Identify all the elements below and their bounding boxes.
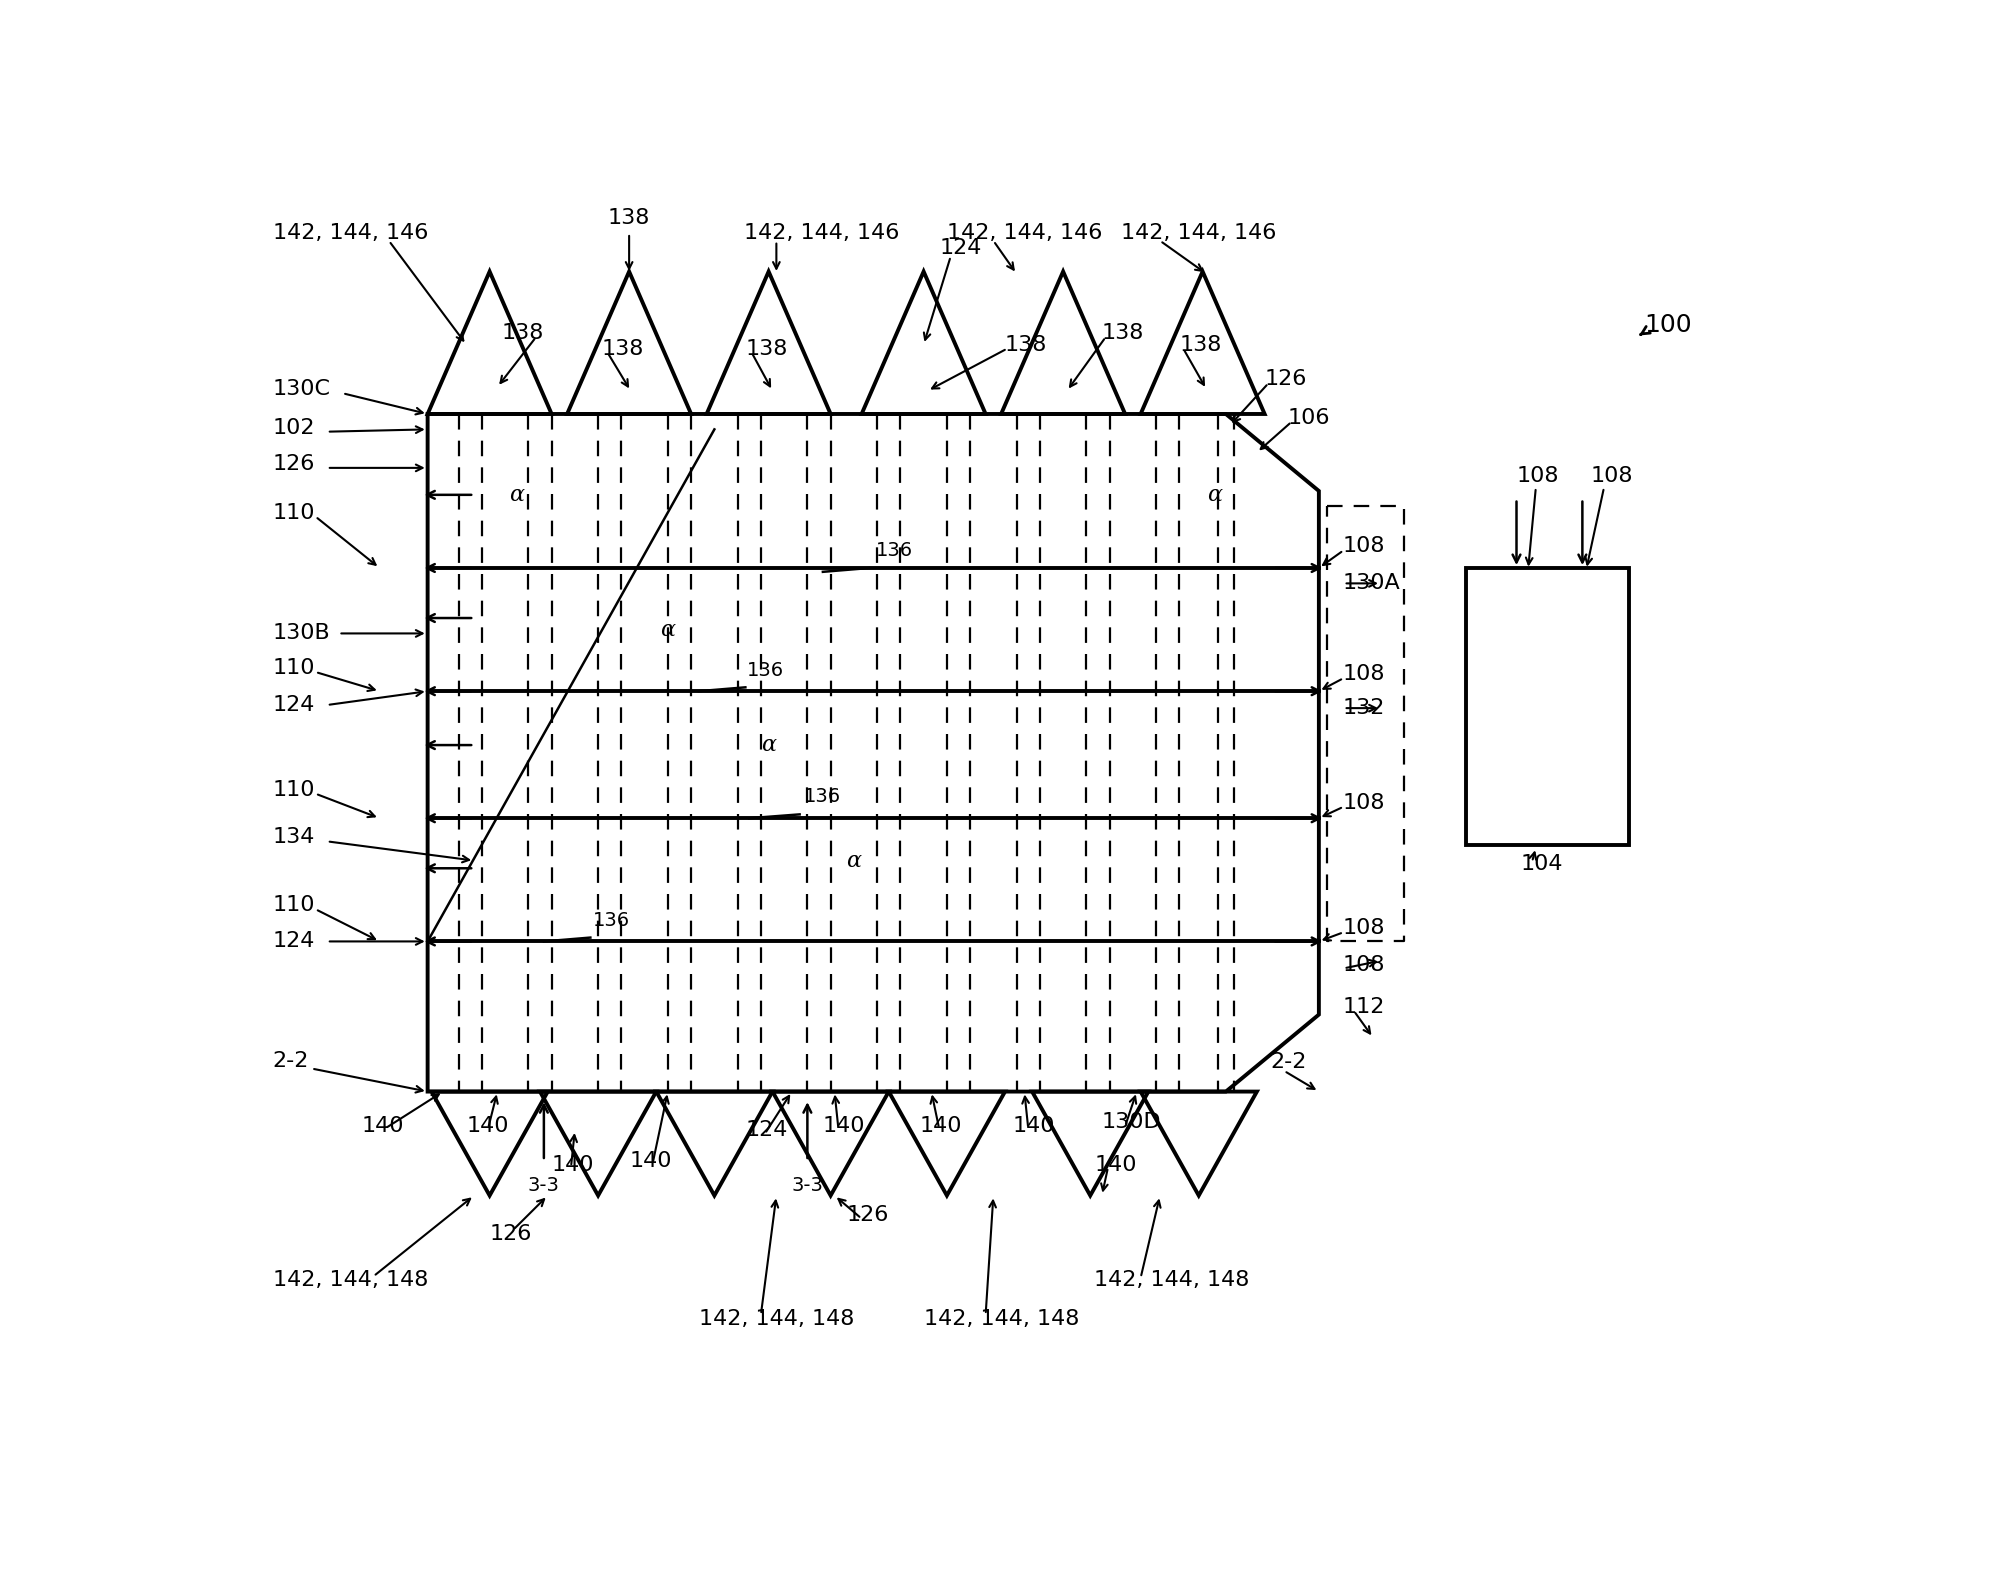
Text: 124: 124 [273,694,315,715]
Text: 2-2: 2-2 [273,1050,309,1071]
Text: 140: 140 [1013,1115,1055,1136]
Text: 140: 140 [920,1115,962,1136]
Text: 130C: 130C [273,380,331,399]
Text: 110: 110 [273,502,315,523]
Text: 138: 138 [1179,335,1221,354]
Text: 142, 144, 148: 142, 144, 148 [1093,1270,1249,1290]
Text: 138: 138 [608,208,650,227]
Text: 142, 144, 146: 142, 144, 146 [1121,222,1277,243]
Text: 2-2: 2-2 [1271,1052,1307,1073]
Text: 140: 140 [628,1150,672,1171]
Text: 124: 124 [273,931,315,952]
Text: 112: 112 [1343,996,1385,1017]
Text: 108: 108 [1343,664,1385,685]
Text: 138: 138 [602,338,644,359]
Text: 138: 138 [746,338,788,359]
Text: α: α [660,618,676,640]
Text: 108: 108 [1590,466,1632,486]
Text: α: α [1207,483,1221,505]
Text: 138: 138 [501,323,545,343]
Text: 110: 110 [273,658,315,679]
Text: 140: 140 [822,1115,866,1136]
Text: 142, 144, 148: 142, 144, 148 [273,1270,429,1290]
Text: 106: 106 [1289,408,1331,427]
Text: 142, 144, 146: 142, 144, 146 [948,222,1103,243]
Text: 110: 110 [273,780,315,799]
Text: 3-3: 3-3 [529,1176,561,1195]
Text: 108: 108 [1343,793,1385,814]
Text: 132: 132 [1343,698,1385,718]
Text: 134: 134 [273,828,315,847]
Text: 130A: 130A [1343,574,1400,593]
Text: 108: 108 [1343,537,1385,556]
Text: 130D: 130D [1101,1112,1161,1133]
Text: α: α [509,483,525,505]
Text: 142, 144, 148: 142, 144, 148 [698,1309,854,1328]
Text: 142, 144, 146: 142, 144, 146 [744,222,900,243]
Text: 142, 144, 148: 142, 144, 148 [924,1309,1079,1328]
Text: α: α [762,734,776,756]
Text: 130B: 130B [273,623,331,644]
Text: 140: 140 [361,1115,405,1136]
Text: 142, 144, 146: 142, 144, 146 [273,222,429,243]
Text: 126: 126 [489,1224,533,1244]
Text: 126: 126 [1265,369,1307,389]
Text: 100: 100 [1644,313,1692,337]
Text: 126: 126 [273,454,315,474]
Text: 138: 138 [1101,323,1145,343]
Text: 108: 108 [1343,918,1385,939]
Text: 3-3: 3-3 [792,1176,824,1195]
Text: 108: 108 [1343,955,1385,974]
Text: 102: 102 [273,418,315,439]
Text: 138: 138 [1005,335,1047,354]
Text: 136: 136 [593,910,630,930]
Text: 140: 140 [1093,1155,1137,1174]
Text: 104: 104 [1520,855,1562,874]
Text: 124: 124 [746,1120,788,1139]
Text: 110: 110 [273,895,315,915]
Text: 136: 136 [876,540,912,559]
Text: 124: 124 [940,238,982,259]
Text: 108: 108 [1516,466,1558,486]
Text: 140: 140 [553,1155,595,1174]
Text: 136: 136 [746,661,784,680]
Text: 140: 140 [467,1115,509,1136]
Text: α: α [846,850,862,872]
Text: 136: 136 [804,787,840,806]
Text: 126: 126 [846,1204,888,1225]
